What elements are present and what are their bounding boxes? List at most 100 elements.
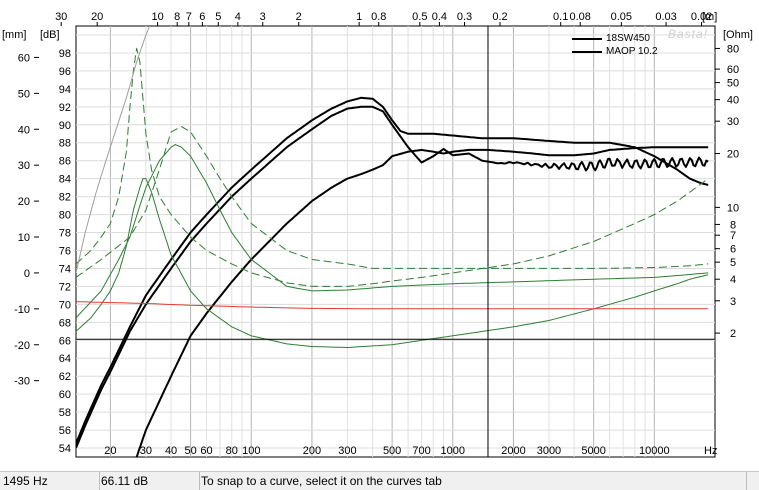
db-tick-label: 54 [59, 443, 71, 455]
db-tick-label: 62 [59, 371, 71, 383]
db-tick-label: 82 [59, 192, 71, 204]
ohm-tick-label: 8 [730, 219, 736, 231]
top-tick-label: 7 [186, 11, 192, 23]
top-tick-label: 0.5 [412, 11, 427, 23]
ohm-tick-label: 3 [730, 296, 736, 308]
ohm-tick-label: 5 [730, 257, 736, 269]
top-tick-label: 8 [174, 11, 180, 23]
series-line [76, 301, 709, 310]
top-tick-label: 0.8 [371, 11, 386, 23]
legend-swatch [572, 37, 602, 40]
top-tick-label: 20 [91, 11, 103, 23]
ohm-tick-label: 60 [727, 64, 739, 76]
mm-tick-label: 50 [18, 88, 30, 100]
chart[interactable]: 20 30 40 50 60 80 100 200 300 500 700 1000 2000 3000 5… [0, 0, 759, 471]
x-tick-label: 100 [242, 445, 260, 457]
ohm-tick-label: 30 [727, 116, 739, 128]
top-tick-label: 0.1 [553, 11, 568, 23]
x-tick-label: 200 [303, 445, 321, 457]
x-tick-label: 10000 [639, 445, 670, 457]
top-tick-label: 0.02 [691, 11, 712, 23]
x-tick-label: 50 [184, 445, 196, 457]
top-tick-label: 0.4 [432, 11, 447, 23]
series-line [76, 144, 709, 319]
x-tick-label: 30 [140, 445, 152, 457]
status-bar: 1495 Hz 66.11 dB To snap to a curve, sel… [0, 471, 759, 490]
db-tick-label: 86 [59, 156, 71, 168]
db-tick-label: 78 [59, 228, 71, 240]
ohm-tick-label: 6 [730, 244, 736, 256]
top-tick-label: 0.2 [492, 11, 507, 23]
x-unit-label: Hz [704, 445, 717, 457]
legend-swatch [572, 50, 602, 53]
mm-tick-label: -20 [14, 340, 30, 352]
db-tick-label: 88 [59, 138, 71, 150]
x-tick-label: 3000 [537, 445, 561, 457]
x-tick-label: 300 [338, 445, 356, 457]
top-tick-label: 0.05 [611, 11, 632, 23]
db-tick-label: 76 [59, 245, 71, 257]
y-axis-unit-ohm: [Ohm] [723, 29, 753, 41]
top-tick-label: 4 [235, 11, 241, 23]
y-axis-unit-db: [dB] [40, 29, 60, 41]
top-tick-label: 0.3 [457, 11, 472, 23]
status-level: 66.11 dB [98, 472, 200, 490]
mm-tick-label: -10 [14, 304, 30, 316]
db-tick-label: 56 [59, 425, 71, 437]
db-tick-label: 66 [59, 335, 71, 347]
ohm-tick-label: 40 [727, 95, 739, 107]
series-line [76, 26, 151, 274]
db-tick-label: 60 [59, 389, 71, 401]
x-tick-label: 80 [226, 445, 238, 457]
db-tick-label: 98 [59, 48, 71, 60]
db-tick-label: 94 [59, 84, 71, 96]
ohm-tick-label: 2 [730, 328, 736, 340]
db-tick-label: 80 [59, 210, 71, 222]
db-tick-label: 70 [59, 299, 71, 311]
watermark: Basta! [668, 27, 709, 41]
mm-tick-label: -30 [14, 376, 30, 388]
x-tick-label: 60 [200, 445, 212, 457]
top-tick-label: 2 [296, 11, 302, 23]
top-tick-label: 6 [199, 11, 205, 23]
x-tick-label: 40 [165, 445, 177, 457]
db-tick-label: 84 [59, 174, 71, 186]
x-tick-label: 700 [412, 445, 430, 457]
legend-item: 18SW450 [572, 32, 658, 45]
mm-tick-label: 40 [18, 124, 30, 136]
top-tick-label: 1 [356, 11, 362, 23]
ohm-tick-label: 50 [727, 78, 739, 90]
x-tick-label: 2000 [501, 445, 525, 457]
top-tick-label: 0.08 [570, 11, 591, 23]
mm-tick-label: 20 [18, 196, 30, 208]
top-tick-label: 0.03 [655, 11, 676, 23]
top-unit-label: [m] [702, 11, 717, 23]
db-tick-label: 58 [59, 407, 71, 419]
ohm-tick-label: 20 [727, 149, 739, 161]
legend-label: MAOP 10.2 [606, 46, 658, 57]
mm-tick-label: 30 [18, 160, 30, 172]
db-tick-label: 72 [59, 281, 71, 293]
mm-tick-label: 60 [18, 52, 30, 64]
series-line [76, 47, 709, 287]
db-tick-label: 74 [59, 263, 71, 275]
top-tick-label: 5 [215, 11, 221, 23]
plot-area[interactable] [75, 25, 716, 458]
ohm-tick-label: 10 [727, 202, 739, 214]
ohm-tick-label: 7 [730, 230, 736, 242]
db-tick-label: 68 [59, 317, 71, 329]
series-line [135, 146, 709, 457]
series-line [76, 96, 709, 444]
series-line [76, 105, 709, 449]
x-tick-label: 5000 [581, 445, 605, 457]
db-tick-label: 96 [59, 66, 71, 78]
legend-item: MAOP 10.2 [572, 45, 658, 58]
x-tick-label: 500 [383, 445, 401, 457]
legend: 18SW450 MAOP 10.2 [572, 32, 658, 58]
db-tick-label: 92 [59, 102, 71, 114]
legend-label: 18SW450 [606, 33, 650, 44]
mm-tick-label: 10 [18, 232, 30, 244]
top-tick-label: 10 [151, 11, 163, 23]
status-hint: To snap to a curve, select it on the cur… [198, 472, 747, 490]
db-tick-label: 90 [59, 120, 71, 132]
